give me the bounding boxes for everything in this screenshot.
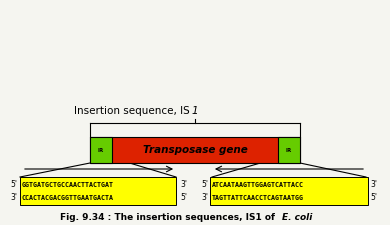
Text: 5': 5' xyxy=(10,180,17,189)
Text: ATCAATAAGTTGGAGTCATTACC: ATCAATAAGTTGGAGTCATTACC xyxy=(212,182,304,188)
Bar xyxy=(20,177,176,205)
Text: Insertion sequence, IS: Insertion sequence, IS xyxy=(74,106,190,116)
Text: E. coli: E. coli xyxy=(282,214,312,223)
Text: 1: 1 xyxy=(192,106,199,116)
Bar xyxy=(90,137,300,163)
Text: 3': 3' xyxy=(10,194,17,202)
Text: 5': 5' xyxy=(201,180,208,189)
Text: 3': 3' xyxy=(201,194,208,202)
Text: 5': 5' xyxy=(370,194,377,202)
Bar xyxy=(90,137,112,163)
Bar xyxy=(210,177,368,205)
Text: TAGTTATTCAACCTCAGTAATGG: TAGTTATTCAACCTCAGTAATGG xyxy=(212,195,304,201)
Bar xyxy=(278,137,300,163)
Text: 3': 3' xyxy=(370,180,377,189)
Text: 3': 3' xyxy=(180,180,187,189)
Text: Fig. 9.34 : The insertion sequences, IS1 of: Fig. 9.34 : The insertion sequences, IS1… xyxy=(60,214,278,223)
Text: IR: IR xyxy=(286,148,292,153)
Text: 5': 5' xyxy=(180,194,187,202)
Text: IR: IR xyxy=(98,148,104,153)
Text: GGTGATGCTGCCAACTTACTGAT: GGTGATGCTGCCAACTTACTGAT xyxy=(22,182,114,188)
Text: Transposase gene: Transposase gene xyxy=(143,145,247,155)
Text: CCACTACGACGGTTGAATGACTA: CCACTACGACGGTTGAATGACTA xyxy=(22,195,114,201)
